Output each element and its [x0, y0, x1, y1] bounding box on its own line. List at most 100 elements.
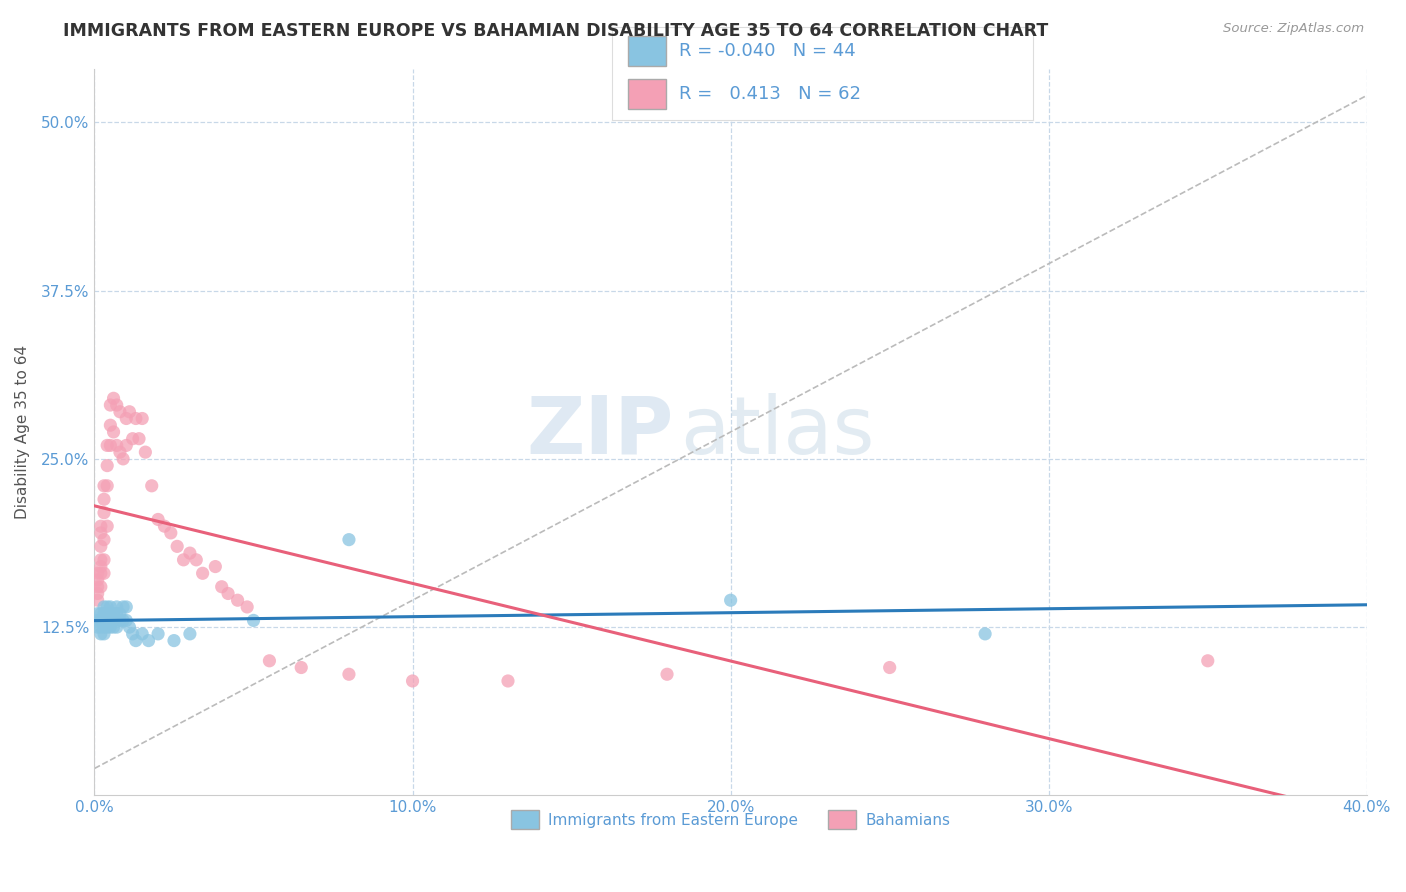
Point	[1197, 654, 1219, 668]
Point	[90, 566, 112, 581]
Point	[90, 620, 112, 634]
Point	[191, 566, 214, 581]
Point	[93, 614, 115, 628]
Point	[655, 667, 678, 681]
Point	[93, 620, 115, 634]
Legend: Immigrants from Eastern Europe, Bahamians: Immigrants from Eastern Europe, Bahamian…	[505, 805, 956, 835]
Point	[96, 519, 118, 533]
Point	[217, 586, 239, 600]
Point	[259, 654, 281, 668]
Point	[100, 614, 122, 628]
Point	[86, 620, 108, 634]
Point	[159, 525, 181, 540]
Point	[103, 620, 125, 634]
Point	[337, 667, 360, 681]
Point	[93, 627, 115, 641]
Point	[96, 620, 118, 634]
Point	[86, 566, 108, 581]
Point	[163, 633, 186, 648]
Point	[93, 566, 115, 581]
Point	[146, 512, 169, 526]
Point	[96, 614, 118, 628]
Point	[974, 627, 997, 641]
Point	[118, 405, 141, 419]
Point	[93, 479, 115, 493]
Point	[96, 599, 118, 614]
Point	[103, 614, 125, 628]
Point	[186, 553, 208, 567]
Point	[166, 540, 188, 554]
Text: Source: ZipAtlas.com: Source: ZipAtlas.com	[1223, 22, 1364, 36]
Text: R =   0.413   N = 62: R = 0.413 N = 62	[679, 86, 860, 103]
Point	[105, 607, 128, 621]
Point	[103, 607, 125, 621]
Point	[879, 660, 901, 674]
Point	[179, 546, 201, 560]
Point	[179, 627, 201, 641]
Point	[100, 607, 122, 621]
Point	[96, 607, 118, 621]
Point	[93, 607, 115, 621]
Point	[100, 438, 122, 452]
Point	[108, 607, 131, 621]
Point	[105, 438, 128, 452]
Point	[128, 432, 150, 446]
Point	[86, 614, 108, 628]
Point	[96, 458, 118, 473]
Point	[337, 533, 360, 547]
Point	[103, 425, 125, 439]
Point	[112, 451, 135, 466]
Point	[146, 627, 169, 641]
Point	[242, 614, 264, 628]
Point	[115, 411, 138, 425]
Point	[290, 660, 312, 674]
Point	[112, 599, 135, 614]
Point	[720, 593, 742, 607]
Point	[153, 519, 176, 533]
Point	[90, 519, 112, 533]
Point	[115, 599, 138, 614]
Point	[125, 411, 148, 425]
Point	[134, 445, 156, 459]
Point	[90, 580, 112, 594]
Point	[86, 607, 108, 621]
Point	[93, 553, 115, 567]
Point	[86, 573, 108, 587]
Point	[108, 614, 131, 628]
Text: IMMIGRANTS FROM EASTERN EUROPE VS BAHAMIAN DISABILITY AGE 35 TO 64 CORRELATION C: IMMIGRANTS FROM EASTERN EUROPE VS BAHAMI…	[63, 22, 1049, 40]
Point	[96, 479, 118, 493]
Point	[90, 614, 112, 628]
Point	[236, 599, 259, 614]
Point	[93, 506, 115, 520]
Point	[103, 392, 125, 406]
Point	[141, 479, 163, 493]
Point	[121, 627, 143, 641]
Point	[93, 599, 115, 614]
FancyBboxPatch shape	[628, 36, 666, 66]
Text: R = -0.040   N = 44: R = -0.040 N = 44	[679, 42, 856, 60]
Point	[112, 614, 135, 628]
Point	[100, 599, 122, 614]
Point	[90, 607, 112, 621]
Point	[115, 438, 138, 452]
Point	[108, 405, 131, 419]
Point	[138, 633, 160, 648]
Point	[105, 599, 128, 614]
Point	[90, 553, 112, 567]
Point	[100, 418, 122, 433]
Point	[115, 614, 138, 628]
Point	[93, 533, 115, 547]
Point	[401, 673, 423, 688]
Point	[173, 553, 195, 567]
Point	[86, 580, 108, 594]
Point	[90, 525, 112, 540]
Point	[105, 620, 128, 634]
Text: atlas: atlas	[679, 393, 875, 471]
Point	[90, 559, 112, 574]
Y-axis label: Disability Age 35 to 64: Disability Age 35 to 64	[15, 345, 30, 519]
Point	[131, 627, 153, 641]
Point	[90, 540, 112, 554]
Point	[96, 438, 118, 452]
FancyBboxPatch shape	[628, 79, 666, 109]
Text: ZIP: ZIP	[526, 393, 673, 471]
